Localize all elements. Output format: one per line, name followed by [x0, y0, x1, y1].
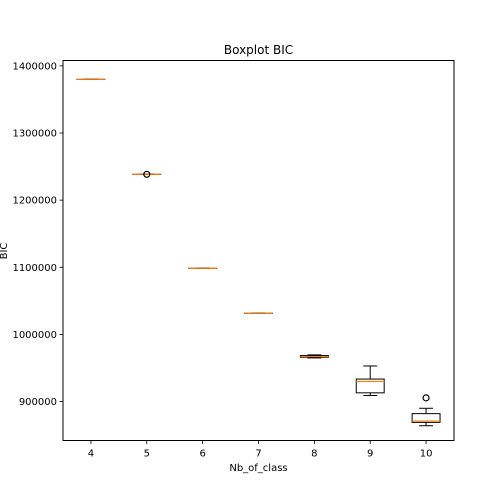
- y-axis-label: BIC: [0, 243, 10, 260]
- y-tick-label: 1100000: [12, 263, 57, 274]
- x-axis-label: Nb_of_class: [229, 463, 287, 474]
- x-tick-label: 4: [88, 449, 94, 460]
- outlier-point: [143, 170, 151, 178]
- y-tick-label: 1400000: [12, 61, 57, 72]
- x-tick-label: 5: [144, 449, 150, 460]
- chart-marks: [76, 78, 441, 427]
- box-body: [355, 378, 385, 394]
- y-tick-label: 1000000: [12, 330, 57, 341]
- box-group-5: [132, 170, 162, 178]
- y-tick-label: 1200000: [12, 196, 57, 207]
- x-tick-label: 9: [367, 449, 373, 460]
- y-tick-label: 1300000: [12, 129, 57, 140]
- x-axis: 4 5 6 7 8 9 10: [88, 440, 433, 460]
- x-tick-label: 8: [311, 449, 317, 460]
- outlier-point: [422, 394, 430, 402]
- box-group-9: [355, 365, 385, 397]
- x-tick-label: 7: [255, 449, 261, 460]
- box-body: [411, 413, 441, 423]
- chart-title: Boxplot BIC: [224, 43, 293, 57]
- box-group-10: [411, 394, 441, 427]
- x-tick-label: 6: [199, 449, 205, 460]
- box-group-8: [299, 354, 329, 359]
- y-axis: 900000 1000000 1100000 1200000 1300000 140000…: [12, 61, 63, 408]
- x-tick-label: 10: [420, 449, 433, 460]
- y-tick-label: 900000: [19, 397, 57, 408]
